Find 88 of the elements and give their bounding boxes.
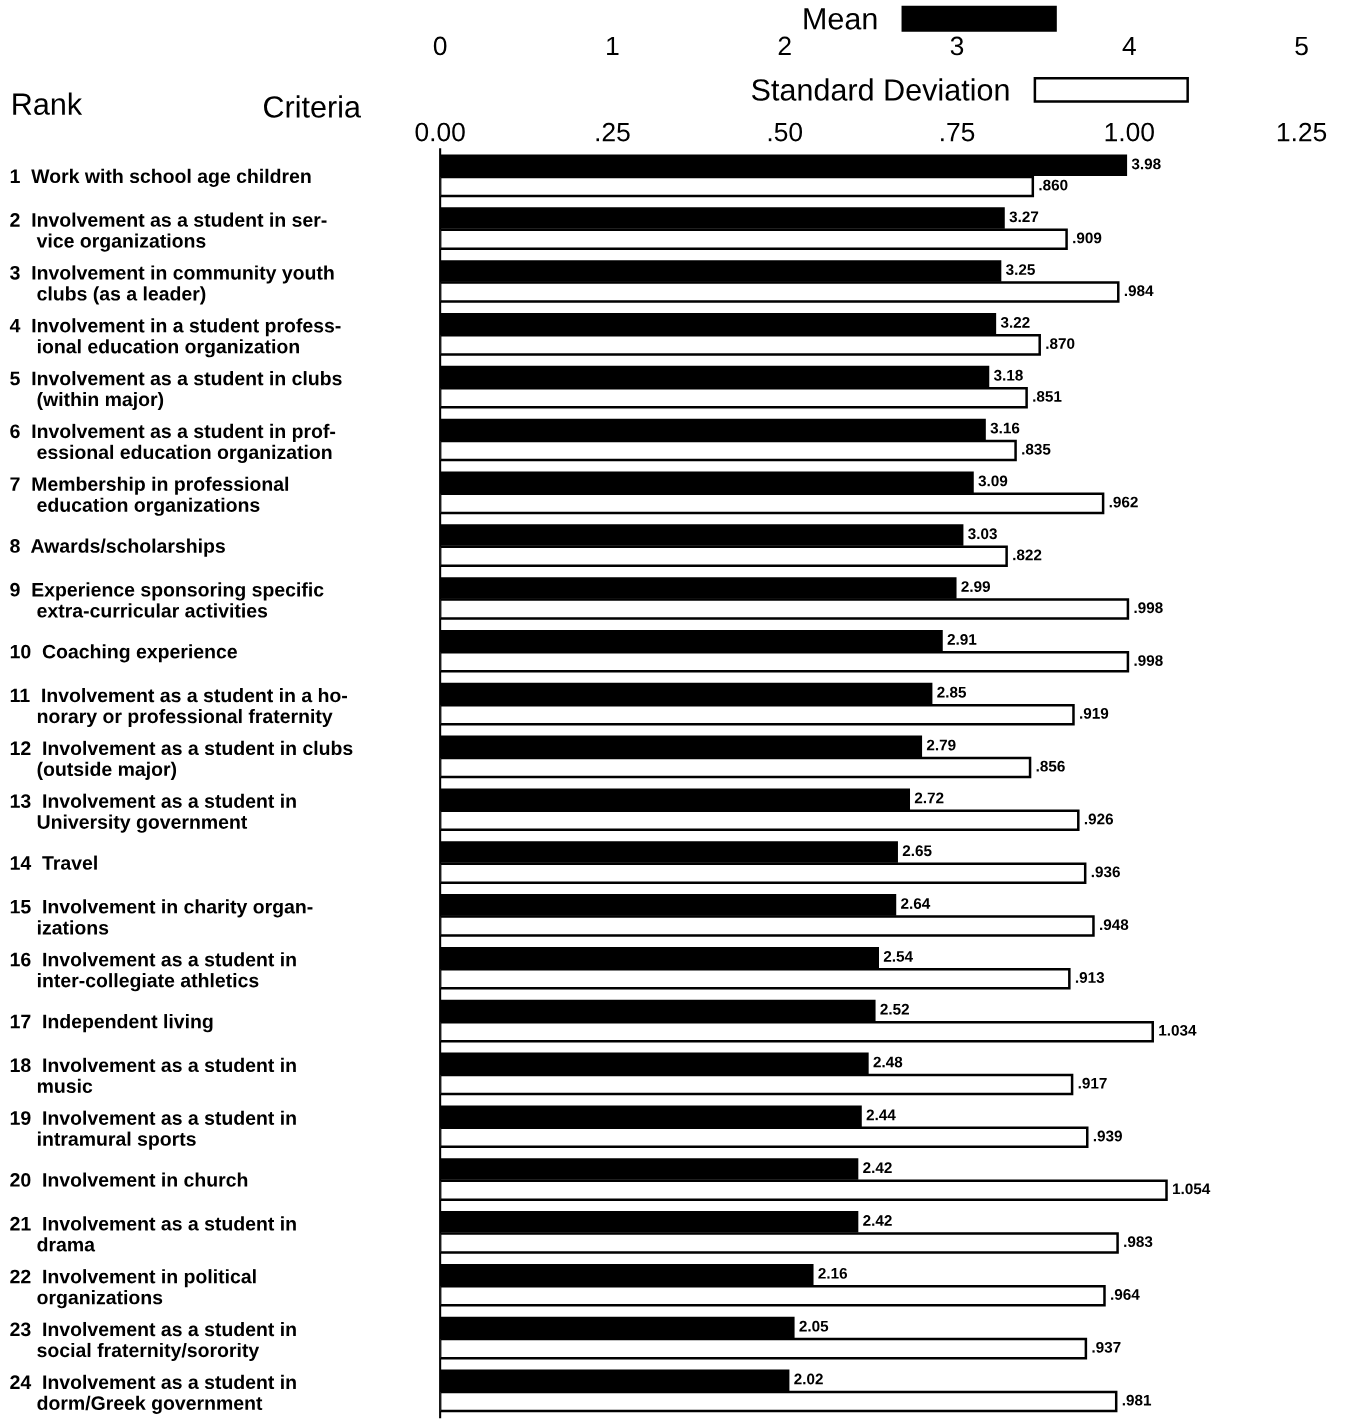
data-label: .981: [1122, 1394, 1152, 1406]
x2-tick-label: 0.00: [415, 122, 465, 142]
data-label: 2.91: [947, 634, 977, 645]
y-tick-label: 24 Involvement as a student in dorm/Greek government: [10, 1374, 296, 1414]
y-tick-label: 11 Involvement as a student in a ho- norary or professional fraternity: [10, 688, 348, 728]
data-label: 2.16: [818, 1267, 848, 1279]
data-label: .926: [1084, 813, 1114, 825]
x2-tick-label: 1.25: [1277, 122, 1327, 142]
data-label: 2.99: [961, 581, 991, 592]
y-tick-label: 14 Travel: [10, 855, 97, 870]
data-label: .856: [1036, 760, 1065, 772]
data-label: .909: [1073, 232, 1102, 244]
y-tick-label: 7 Membership in professional education organizations: [10, 476, 289, 516]
data-label: .937: [1092, 1341, 1121, 1353]
data-label: .860: [1039, 179, 1068, 191]
y-tick-label: 13 Involvement as a student in University government: [10, 793, 296, 833]
data-label: 2.64: [901, 898, 931, 909]
data-label: 2.52: [880, 1003, 909, 1015]
y-tick-label: 23 Involvement as a student in social fraternity/sorority: [10, 1321, 296, 1362]
text: Criteria: [264, 95, 361, 118]
x-tick-label: 3: [950, 36, 964, 56]
data-label: .936: [1091, 866, 1120, 878]
x-tick-label: 0: [433, 36, 447, 56]
y-tick-label: 10 Coaching experience: [10, 644, 237, 663]
data-label: 2.44: [866, 1109, 896, 1121]
data-label: 2.72: [914, 792, 944, 804]
data-label: 3.18: [993, 369, 1023, 381]
y-tick-label: 2 Involvement as a student in ser- vice organizations: [10, 212, 327, 252]
y-tick-label: 16 Involvement as a student in inter-collegiate athletics: [10, 952, 296, 992]
data-label: .998: [1134, 655, 1163, 666]
data-label: .948: [1100, 919, 1129, 931]
x-tick-label: 2: [778, 36, 791, 56]
data-label: 2.42: [863, 1215, 892, 1226]
data-label: 1.034: [1159, 1024, 1197, 1036]
x2-tick-label: .25: [596, 122, 630, 142]
data-label: .998: [1134, 602, 1163, 614]
data-label: .851: [1033, 390, 1062, 402]
data-label: 3.98: [1131, 158, 1161, 170]
x-tick-label: 1: [607, 36, 619, 56]
x2-tick-label: .75: [941, 123, 975, 142]
data-label: 3.03: [968, 528, 997, 540]
y-tick-label: 4 Involvement in a student profess- ional education organization: [9, 318, 341, 358]
data-label: .870: [1046, 338, 1075, 349]
y-tick-label: 21 Involvement as a student in drama: [10, 1216, 296, 1252]
text: Rank: [13, 92, 83, 115]
data-label: 2.79: [926, 739, 956, 751]
y-tick-label: 8 Awards/scholarships: [10, 538, 225, 557]
data-label: .964: [1111, 1289, 1140, 1300]
data-label: 3.27: [1009, 211, 1039, 223]
data-label: .983: [1124, 1236, 1153, 1248]
data-label: 3.09: [978, 475, 1008, 487]
y-tick-label: 9 Experience sponsoring specific extra-curricular activities: [10, 582, 324, 618]
y-tick-label: 22 Involvement in political organizations: [10, 1269, 256, 1309]
data-label: 2.02: [794, 1373, 823, 1385]
y-tick-label: 15 Involvement in charity organ- izations: [10, 899, 313, 935]
x2-tick-label: .50: [768, 122, 803, 142]
data-label: .939: [1093, 1130, 1122, 1142]
data-label: 3.16: [990, 422, 1020, 434]
data-label: 2.42: [863, 1162, 892, 1173]
data-label: .822: [1013, 549, 1042, 561]
data-label: 3.25: [1005, 264, 1035, 276]
y-tick-label: 18 Involvement as a student in music: [10, 1057, 296, 1094]
y-tick-label: 19 Involvement as a student in intramural sports: [10, 1110, 296, 1150]
legend-label: Standard Deviation: [751, 78, 1009, 101]
x-tick-label: 5: [1295, 36, 1308, 56]
y-tick-label: 1 Work with school age children: [10, 168, 311, 187]
data-label: 2.05: [799, 1320, 829, 1332]
y-tick-label: 20 Involvement in church: [10, 1172, 248, 1187]
data-label: .962: [1109, 496, 1138, 508]
data-label: 2.65: [902, 845, 932, 857]
data-label: 2.85: [937, 686, 967, 698]
y-tick-label: 12 Involvement as a student in clubs (outside major): [10, 740, 353, 780]
y-tick-label: 5 Involvement as a student in clubs (within major): [10, 371, 342, 411]
y-tick-label: 17 Independent living: [10, 1014, 213, 1033]
data-label: 1.054: [1173, 1183, 1211, 1195]
data-label: 2.48: [873, 1056, 903, 1068]
data-label: .919: [1080, 707, 1109, 719]
data-label: 2.54: [883, 950, 913, 962]
legend-label: Mean: [804, 8, 877, 30]
data-label: .913: [1075, 972, 1105, 983]
data-label: .835: [1022, 443, 1051, 455]
y-tick-label: 6 Involvement as a student in prof- essional education organization: [10, 423, 336, 464]
x2-tick-label: 1.00: [1105, 122, 1154, 142]
data-label: .984: [1124, 285, 1154, 297]
y-tick-label: 3 Involvement in community youth clubs (as a leader): [10, 265, 334, 305]
data-label: 3.22: [1000, 317, 1030, 328]
x-tick-label: 4: [1122, 36, 1136, 56]
data-label: .917: [1078, 1077, 1107, 1089]
